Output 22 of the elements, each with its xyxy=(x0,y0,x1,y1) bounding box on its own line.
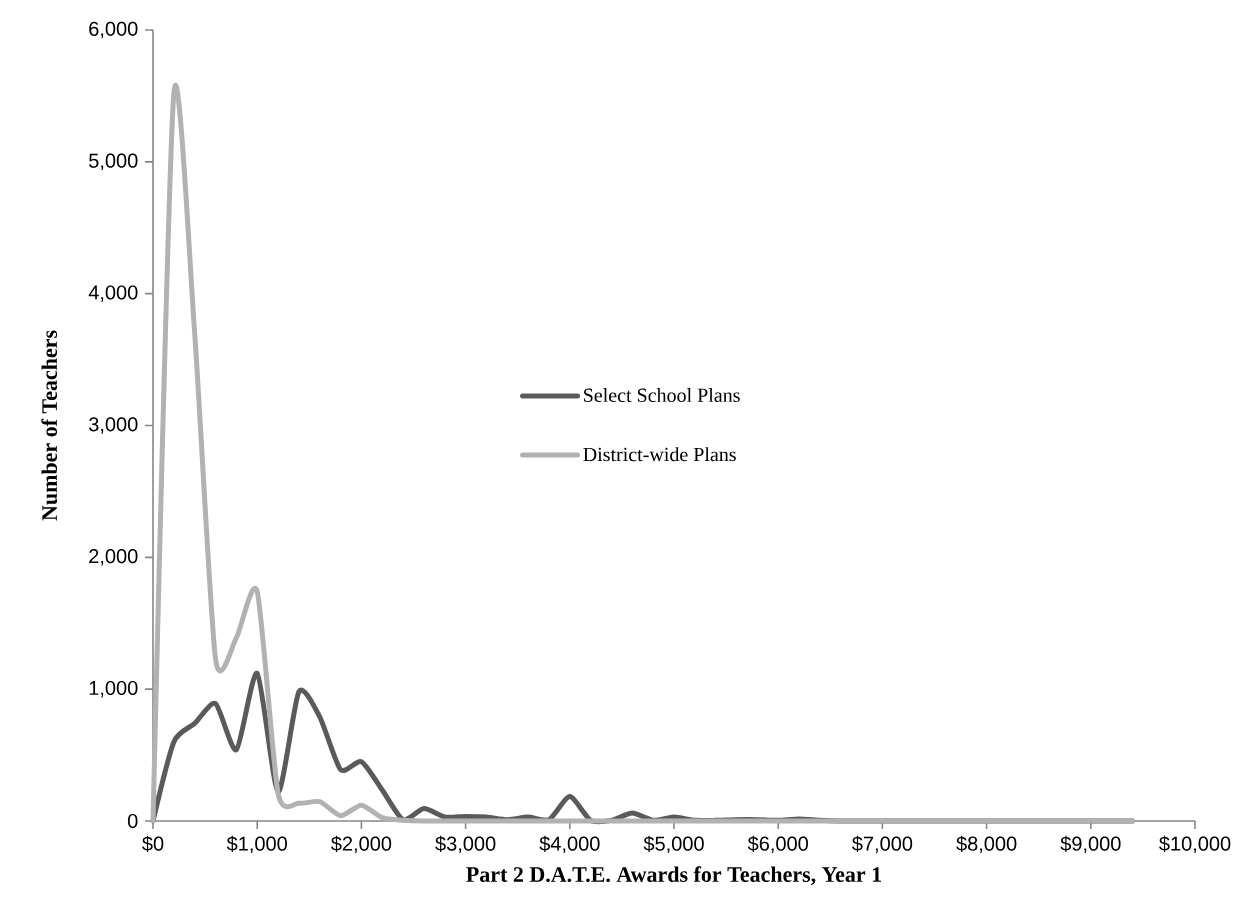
y-tick-label: 6,000 xyxy=(89,21,138,39)
legend-label: Select School Plans xyxy=(584,387,740,403)
y-tick-label: 0 xyxy=(127,813,138,829)
x-tick-label: $3,000 xyxy=(435,835,496,854)
x-tick-label: $8,000 xyxy=(956,835,1017,854)
y-tick-label: 2,000 xyxy=(89,549,138,566)
y-tick-label: 5,000 xyxy=(89,153,138,171)
x-tick-label: $7,000 xyxy=(852,835,913,854)
x-tick-label: $2,000 xyxy=(331,835,392,854)
x-tick-label: $0 xyxy=(142,835,164,852)
y-tick-label: 3,000 xyxy=(89,417,138,434)
y-tick-label: 1,000 xyxy=(89,680,138,698)
x-axis-title: Part 2 D.A.T.E. Awards for Teachers, Year 1 xyxy=(466,866,882,886)
x-tick-label: $1,000 xyxy=(226,835,287,854)
x-tick-label: $6,000 xyxy=(747,835,808,854)
x-tick-label: $4,000 xyxy=(539,835,600,854)
x-tick-label: $9,000 xyxy=(1060,835,1121,854)
x-tick-label: $5,000 xyxy=(643,835,704,854)
y-tick-label: 4,000 xyxy=(88,285,138,302)
legend-label: District-wide Plans xyxy=(583,447,736,462)
x-tick-label: $10,000 xyxy=(1159,835,1231,854)
y-axis-title: Number of Teachers xyxy=(41,330,58,521)
